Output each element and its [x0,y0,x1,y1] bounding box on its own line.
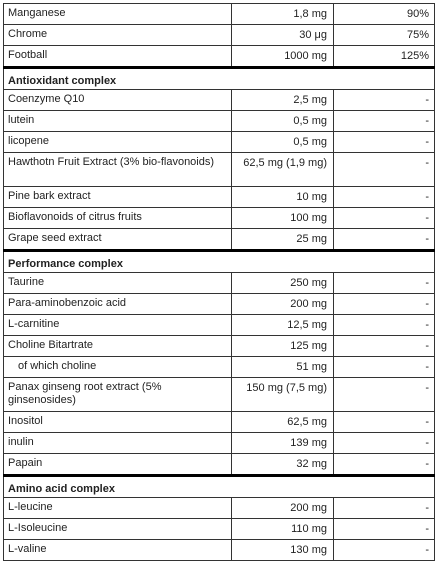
nutrient-row: Coenzyme Q10 2,5 mg - [3,89,435,111]
nutrient-percent: - [333,411,435,433]
nutrient-percent: - [333,356,435,378]
nutrient-name: L-Isoleucine [3,518,232,540]
nutrient-amount: 32 mg [231,453,334,476]
nutrient-name: Coenzyme Q10 [3,89,232,111]
nutrition-table-body: Manganese 1,8 mg 90% Chrome 30 μg 75% Football… [3,3,435,561]
nutrient-row: licopene 0,5 mg - [3,131,435,153]
nutrient-name: L-leucine [3,497,232,519]
nutrient-amount: 139 mg [231,432,334,454]
section-title: Performance complex [3,249,435,273]
nutrient-name: Manganese [3,3,232,25]
nutrient-name: Inositol [3,411,232,433]
nutrient-percent: - [333,314,435,336]
nutrient-amount: 150 mg (7,5 mg) [231,377,334,412]
nutrient-percent: - [333,518,435,540]
nutrient-amount: 30 μg [231,24,334,46]
nutrient-row: of which choline 51 mg - [3,356,435,378]
section-header-row: Amino acid complex [3,474,435,498]
nutrient-amount: 10 mg [231,186,334,208]
nutrient-row: Choline Bitartrate 125 mg - [3,335,435,357]
nutrient-name: Pine bark extract [3,186,232,208]
nutrient-amount: 130 mg [231,539,334,561]
nutrient-row: Para-aminobenzoic acid 200 mg - [3,293,435,315]
nutrient-amount: 100 mg [231,207,334,229]
nutrient-percent: - [333,131,435,153]
nutrient-percent: - [333,293,435,315]
nutrient-amount: 200 mg [231,497,334,519]
nutrient-row: Chrome 30 μg 75% [3,24,435,46]
section-header-row: Antioxidant complex [3,66,435,90]
nutrient-amount: 110 mg [231,518,334,540]
nutrient-percent: - [333,110,435,132]
nutrient-percent: - [333,152,435,187]
nutrient-row: Taurine 250 mg - [3,272,435,294]
nutrient-name: Bioflavonoids of citrus fruits [3,207,232,229]
nutrient-row: Manganese 1,8 mg 90% [3,3,435,25]
nutrient-amount: 12,5 mg [231,314,334,336]
nutrient-row: Grape seed extract 25 mg - [3,228,435,251]
nutrient-amount: 200 mg [231,293,334,315]
nutrient-row: inulin 139 mg - [3,432,435,454]
nutrient-amount: 62,5 mg [231,411,334,433]
nutrient-percent: - [333,377,435,412]
nutrient-percent: - [333,453,435,476]
section-title: Antioxidant complex [3,66,435,90]
nutrient-row: Panax ginseng root extract (5% ginsenosi… [3,377,435,412]
nutrient-row: Papain 32 mg - [3,453,435,476]
nutrient-row: L-Isoleucine 110 mg - [3,518,435,540]
nutrient-name: L-valine [3,539,232,561]
nutrient-name: Para-aminobenzoic acid [3,293,232,315]
nutrient-percent: 125% [333,45,435,68]
nutrient-name: Grape seed extract [3,228,232,251]
nutrient-row: Pine bark extract 10 mg - [3,186,435,208]
nutrient-percent: - [333,335,435,357]
nutrient-name: L-carnitine [3,314,232,336]
nutrient-amount: 250 mg [231,272,334,294]
nutrient-percent: - [333,497,435,519]
nutrient-amount: 0,5 mg [231,131,334,153]
nutrient-row: Inositol 62,5 mg - [3,411,435,433]
nutrient-name: of which choline [3,356,232,378]
section-header-row: Performance complex [3,249,435,273]
nutrient-name: licopene [3,131,232,153]
nutrient-row: Bioflavonoids of citrus fruits 100 mg - [3,207,435,229]
nutrient-name: lutein [3,110,232,132]
nutrient-amount: 1000 mg [231,45,334,68]
nutrient-percent: - [333,539,435,561]
nutrient-percent: - [333,207,435,229]
nutrient-percent: - [333,186,435,208]
nutrient-amount: 51 mg [231,356,334,378]
nutrient-percent: - [333,432,435,454]
nutrient-row: L-leucine 200 mg - [3,497,435,519]
nutrient-name: Panax ginseng root extract (5% ginsenosi… [3,377,232,412]
nutrient-percent: - [333,272,435,294]
nutrient-percent: 75% [333,24,435,46]
nutrient-name: inulin [3,432,232,454]
nutrition-table: Manganese 1,8 mg 90% Chrome 30 μg 75% Football… [3,3,435,561]
nutrient-amount: 0,5 mg [231,110,334,132]
nutrient-name: Papain [3,453,232,476]
nutrient-amount: 62,5 mg (1,9 mg) [231,152,334,187]
nutrient-name: Taurine [3,272,232,294]
nutrient-name: Choline Bitartrate [3,335,232,357]
nutrition-table-container: Manganese 1,8 mg 90% Chrome 30 μg 75% Football… [3,3,435,561]
nutrient-amount: 1,8 mg [231,3,334,25]
nutrient-percent: - [333,89,435,111]
nutrient-row: L-valine 130 mg - [3,539,435,561]
nutrient-percent: - [333,228,435,251]
nutrient-percent: 90% [333,3,435,25]
nutrient-amount: 125 mg [231,335,334,357]
nutrient-name: Football [3,45,232,68]
nutrient-row: Football 1000 mg 125% [3,45,435,68]
section-title: Amino acid complex [3,474,435,498]
nutrient-row: Hawthotn Fruit Extract (3% bio-flavonoid… [3,152,435,187]
nutrient-amount: 25 mg [231,228,334,251]
nutrient-row: lutein 0,5 mg - [3,110,435,132]
nutrient-name: Hawthotn Fruit Extract (3% bio-flavonoid… [3,152,232,187]
nutrient-amount: 2,5 mg [231,89,334,111]
nutrient-name: Chrome [3,24,232,46]
nutrient-row: L-carnitine 12,5 mg - [3,314,435,336]
